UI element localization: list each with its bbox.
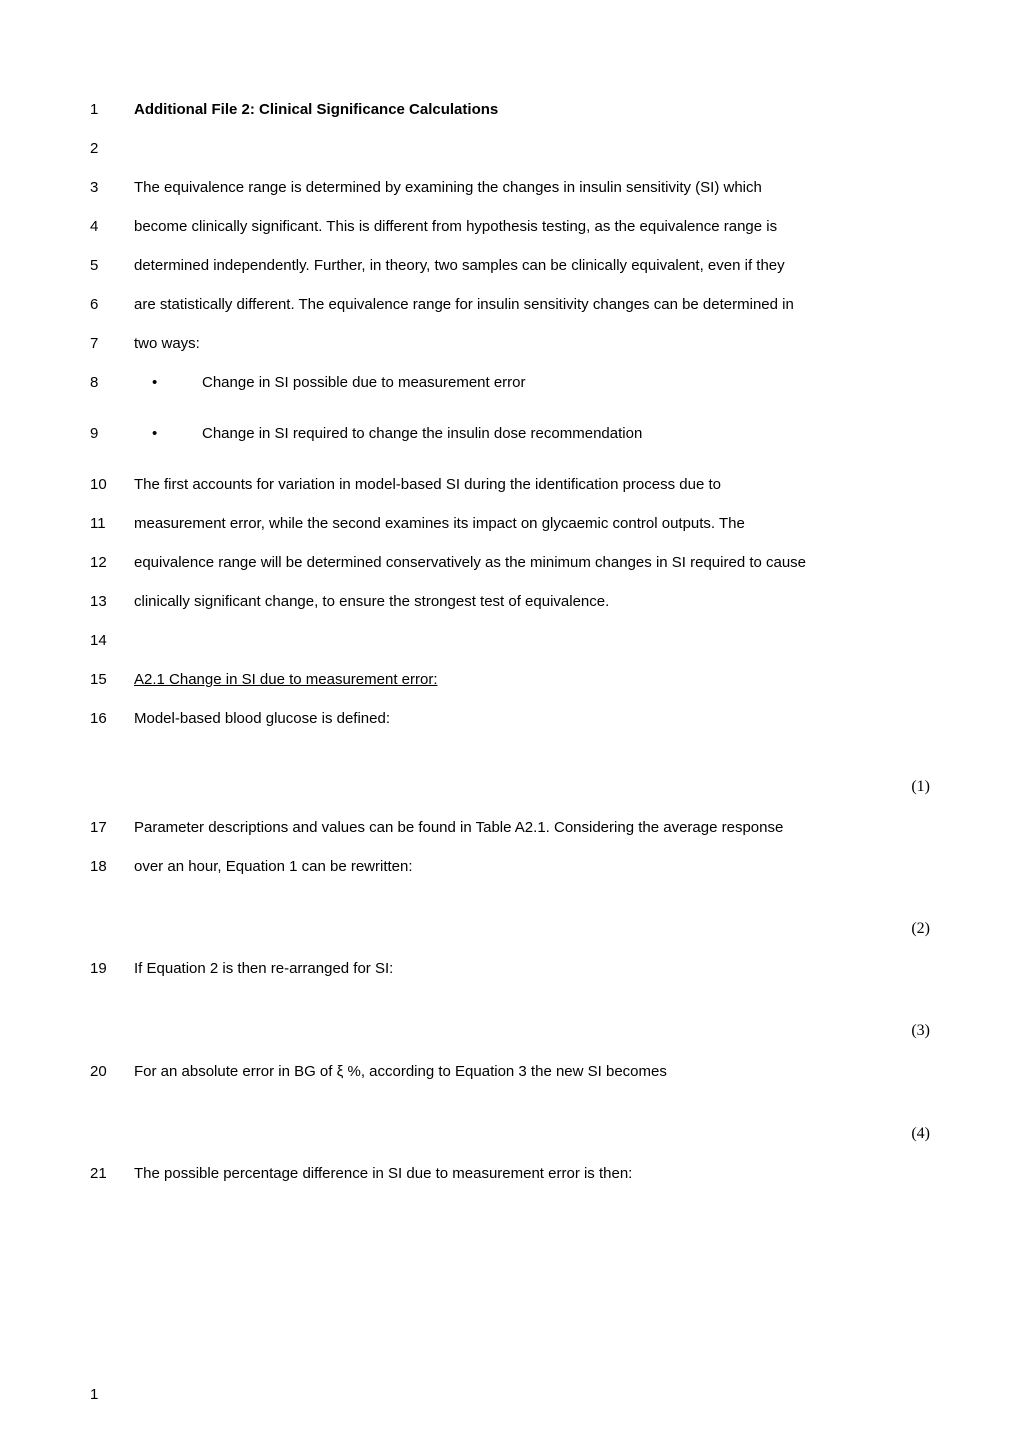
paragraph-text: two ways: [134,324,930,363]
line-1: 1 Additional File 2: Clinical Significan… [90,90,930,129]
paragraph-text: measurement error, while the second exam… [134,504,930,543]
bullet-text: Change in SI required to change the insu… [202,414,930,453]
line-10: 10 The first accounts for variation in m… [90,465,930,504]
equation-number: (2) [134,908,930,950]
equation-2: (2) [90,908,930,950]
line-15: 15 A2.1 Change in SI due to measurement … [90,660,930,699]
line-14: 14 [90,621,930,660]
page-number: 1 [90,1386,98,1403]
equation-space [90,886,930,908]
line-number: 12 [90,543,134,582]
line-7: 7 two ways: [90,324,930,363]
line-number: 14 [90,621,134,660]
equation-number: (3) [134,1010,930,1052]
line-number: 18 [90,847,134,886]
equation-space [90,988,930,1010]
section-heading: A2.1 Change in SI due to measurement err… [134,660,930,699]
section-heading-text: A2.1 Change in SI due to measurement err… [134,671,438,688]
line-number: 19 [90,949,134,988]
line-12: 12 equivalence range will be determined … [90,543,930,582]
equation-4: (4) [90,1113,930,1155]
paragraph-text: If Equation 2 is then re-arranged for SI… [134,949,930,988]
paragraph-text: over an hour, Equation 1 can be rewritte… [134,847,930,886]
line-17: 17 Parameter descriptions and values can… [90,808,930,847]
line-5: 5 determined independently. Further, in … [90,246,930,285]
line-number: 1 [90,90,134,129]
line-number: 15 [90,660,134,699]
page: 1 Additional File 2: Clinical Significan… [0,0,1020,1443]
blank-line [134,621,930,660]
equation-space [90,1091,930,1113]
line-number: 16 [90,699,134,738]
line-9: 9 • Change in SI required to change the … [90,414,930,453]
line-8: 8 • Change in SI possible due to measure… [90,363,930,402]
line-6: 6 are statistically different. The equiv… [90,285,930,324]
line-16: 16 Model-based blood glucose is defined: [90,699,930,738]
paragraph-text: The possible percentage difference in SI… [134,1154,930,1193]
line-11: 11 measurement error, while the second e… [90,504,930,543]
line-number: 4 [90,207,134,246]
paragraph-text: are statistically different. The equival… [134,285,930,324]
equation-3: (3) [90,1010,930,1052]
line-number: 17 [90,808,134,847]
equation-1: (1) [90,766,930,808]
line-number: 3 [90,168,134,207]
paragraph-text: determined independently. Further, in th… [134,246,930,285]
line-number: 5 [90,246,134,285]
line-number: 20 [90,1052,134,1091]
line-number: 2 [90,129,134,168]
line-4: 4 become clinically significant. This is… [90,207,930,246]
equation-space [90,738,930,766]
blank-line [134,129,930,168]
line-13: 13 clinically significant change, to ens… [90,582,930,621]
spacer [90,402,930,414]
equation-number: (4) [134,1113,930,1155]
title: Additional File 2: Clinical Significance… [134,90,930,129]
line-number: 7 [90,324,134,363]
line-19: 19 If Equation 2 is then re-arranged for… [90,949,930,988]
paragraph-text: become clinically significant. This is d… [134,207,930,246]
line-number: 9 [90,414,134,453]
paragraph-text: Parameter descriptions and values can be… [134,808,930,847]
line-number: 21 [90,1154,134,1193]
line-number: 8 [90,363,134,402]
bullet-icon: • [134,363,202,402]
paragraph-text: equivalence range will be determined con… [134,543,930,582]
equation-number: (1) [134,766,930,808]
bullet-icon: • [134,414,202,453]
line-21: 21 The possible percentage difference in… [90,1154,930,1193]
line-number: 13 [90,582,134,621]
line-20: 20 For an absolute error in BG of ξ %, a… [90,1052,930,1091]
bullet-text: Change in SI possible due to measurement… [202,363,930,402]
paragraph-text: The equivalence range is determined by e… [134,168,930,207]
paragraph-text: For an absolute error in BG of ξ %, acco… [134,1052,930,1091]
line-2: 2 [90,129,930,168]
paragraph-text: The first accounts for variation in mode… [134,465,930,504]
spacer [90,453,930,465]
line-number: 10 [90,465,134,504]
line-number: 11 [90,504,134,543]
paragraph-text: Model-based blood glucose is defined: [134,699,930,738]
paragraph-text: clinically significant change, to ensure… [134,582,930,621]
line-number: 6 [90,285,134,324]
line-3: 3 The equivalence range is determined by… [90,168,930,207]
line-18: 18 over an hour, Equation 1 can be rewri… [90,847,930,886]
